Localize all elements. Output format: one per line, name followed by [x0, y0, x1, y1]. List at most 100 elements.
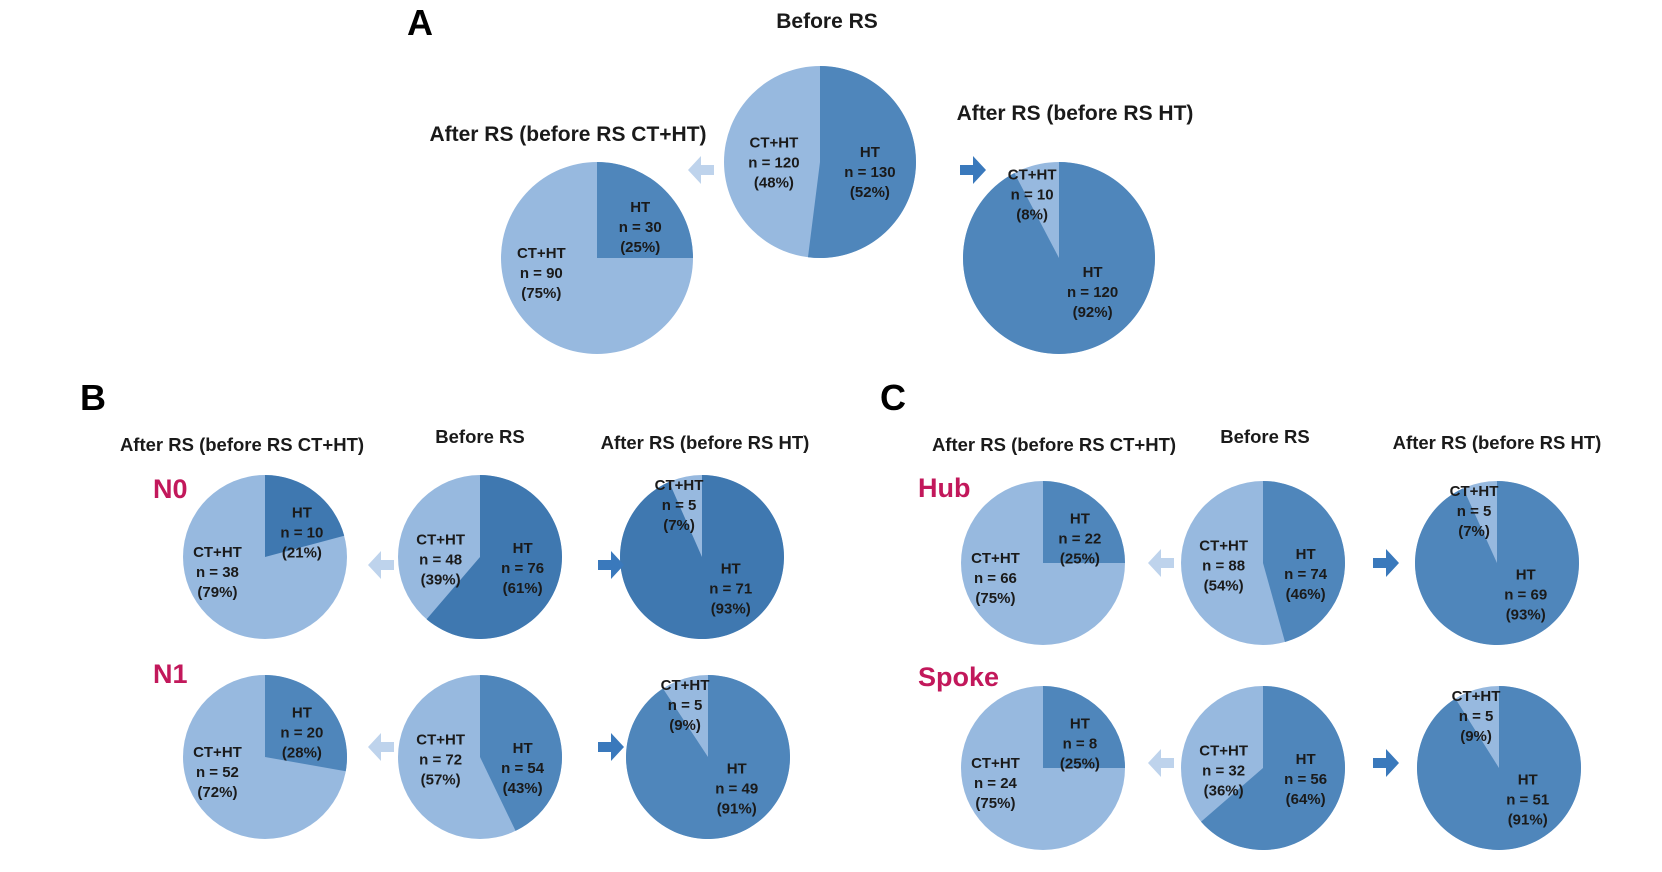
slice-label-percent: (61%) — [503, 580, 543, 597]
slice-label-n: n = 49 — [715, 780, 758, 797]
slice-label-n: n = 32 — [1202, 763, 1245, 780]
pie-after_ct-a: CT+HT n = 90 (75%) HT n = 30 (25%) — [501, 162, 693, 354]
pie-title-after_ht: After RS (before RS HT) — [957, 102, 1194, 125]
slice-label-percent: (43%) — [503, 780, 543, 797]
slice-label-category: CT+HT — [661, 677, 710, 694]
panel-label-B: B — [80, 377, 106, 418]
slice-label-percent: (54%) — [1204, 578, 1244, 595]
slice-ht — [963, 162, 1156, 354]
slice-label-category: CT+HT — [971, 755, 1020, 772]
slice-label-n: n = 10 — [1011, 186, 1054, 203]
slice-label-percent: (72%) — [197, 784, 237, 801]
slice-label-n: n = 120 — [748, 155, 799, 172]
arrow-right-icon — [598, 733, 624, 761]
slice-label-category: CT+HT — [416, 732, 465, 749]
pie-after_ht-n1: CT+HT n = 5 (9%) HT n = 49 (91%) — [626, 675, 791, 839]
slice-ht — [1043, 686, 1125, 768]
slice-label-n: n = 5 — [1457, 503, 1492, 520]
arrow-left-icon — [1148, 549, 1174, 577]
slice-label-category: CT+HT — [1008, 166, 1057, 183]
slice-ht — [807, 66, 916, 258]
slice-label-percent: (92%) — [1073, 304, 1113, 321]
slice-label-n: n = 30 — [619, 219, 662, 236]
slice-label-category: HT — [292, 505, 312, 522]
pie-title-before: Before RS — [435, 426, 524, 447]
slice-label-n: n = 20 — [280, 725, 323, 742]
slice-label-n: n = 22 — [1058, 531, 1101, 548]
slice-label-percent: (9%) — [1460, 728, 1492, 745]
pie-title-before: Before RS — [1220, 426, 1309, 447]
slice-label-n: n = 76 — [501, 560, 544, 577]
slice-label-percent: (25%) — [1060, 756, 1100, 773]
slice-label-n: n = 130 — [844, 164, 895, 181]
slice-label-category: HT — [721, 560, 741, 577]
slice-label-percent: (25%) — [620, 239, 660, 256]
pie-after_ht-a: CT+HT n = 10 (8%) HT n = 120 (92%) — [963, 162, 1156, 354]
slice-label-category: CT+HT — [1199, 538, 1248, 555]
slice-label-category: CT+HT — [193, 544, 242, 561]
slice-label-category: HT — [513, 540, 533, 557]
slice-label-percent: (48%) — [754, 175, 794, 192]
slice-label-percent: (39%) — [421, 572, 461, 589]
panel-label-A: A — [407, 2, 433, 43]
slice-label-percent: (93%) — [711, 600, 751, 617]
slice-label-percent: (75%) — [975, 795, 1015, 812]
slice-label-category: HT — [1070, 511, 1090, 528]
slice-label-n: n = 8 — [1063, 736, 1098, 753]
slice-label-category: HT — [630, 199, 650, 216]
slice-ht — [426, 474, 563, 639]
slice-label-percent: (93%) — [1506, 606, 1546, 623]
slice-label-category: CT+HT — [750, 135, 799, 152]
pie-title-after_ct: After RS (before RS CT+HT) — [120, 434, 364, 455]
slice-label-category: CT+HT — [1452, 688, 1501, 705]
slice-label-n: n = 69 — [1504, 586, 1547, 603]
pie-after_ct-spoke: CT+HT n = 24 (75%) HT n = 8 (25%) — [961, 686, 1125, 850]
slice-label-n: n = 51 — [1506, 791, 1549, 808]
slice-label-category: HT — [1296, 546, 1316, 563]
slice-label-percent: (7%) — [663, 517, 695, 534]
slice-label-category: CT+HT — [655, 477, 704, 494]
pie-before-a: CT+HT n = 120 (48%) HT n = 130 (52%) — [724, 66, 916, 258]
slice-label-category: CT+HT — [517, 245, 566, 262]
pie-title-after_ct: After RS (before RS CT+HT) — [429, 123, 706, 146]
group-label-N1: N1 — [153, 659, 188, 689]
slice-label-n: n = 10 — [280, 525, 323, 542]
arrow-right-icon — [1373, 749, 1399, 777]
pie-title-before: Before RS — [776, 10, 878, 33]
arrow-right-icon — [1373, 549, 1399, 577]
slice-label-percent: (9%) — [669, 717, 701, 734]
slice-label-percent: (79%) — [197, 584, 237, 601]
slice-ht — [265, 475, 345, 557]
slice-label-category: HT — [513, 740, 533, 757]
slice-ht — [265, 675, 347, 772]
slice-label-category: CT+HT — [416, 532, 465, 549]
slice-label-category: HT — [1296, 751, 1316, 768]
slice-label-n: n = 120 — [1067, 284, 1118, 301]
arrow-right-icon — [960, 156, 986, 184]
group-label-Spoke: Spoke — [918, 662, 999, 692]
slice-label-n: n = 56 — [1284, 771, 1327, 788]
slice-label-percent: (36%) — [1204, 783, 1244, 800]
pie-title-after_ht: After RS (before RS HT) — [1393, 432, 1602, 453]
arrow-right-icon — [598, 551, 624, 579]
pie-before-spoke: CT+HT n = 32 (36%) HT n = 56 (64%) — [1181, 686, 1345, 850]
slice-label-category: HT — [1070, 716, 1090, 733]
slice-label-category: CT+HT — [971, 550, 1020, 567]
slice-label-percent: (46%) — [1286, 586, 1326, 603]
slice-label-n: n = 5 — [662, 497, 697, 514]
slice-label-percent: (75%) — [975, 590, 1015, 607]
slice-label-n: n = 52 — [196, 764, 239, 781]
slice-label-category: HT — [1518, 771, 1538, 788]
slice-label-percent: (57%) — [421, 772, 461, 789]
arrow-left-icon — [368, 551, 394, 579]
slice-label-category: CT+HT — [1450, 483, 1499, 500]
panel-label-C: C — [880, 377, 906, 418]
slice-label-percent: (25%) — [1060, 551, 1100, 568]
slice-ht — [597, 162, 693, 258]
slice-label-n: n = 5 — [1459, 708, 1494, 725]
pie-after_ct-n0: CT+HT n = 38 (79%) HT n = 10 (21%) — [183, 475, 347, 639]
group-label-N0: N0 — [153, 474, 188, 504]
pie-before-n0: CT+HT n = 48 (39%) HT n = 76 (61%) — [398, 474, 563, 639]
slice-label-n: n = 90 — [520, 265, 563, 282]
